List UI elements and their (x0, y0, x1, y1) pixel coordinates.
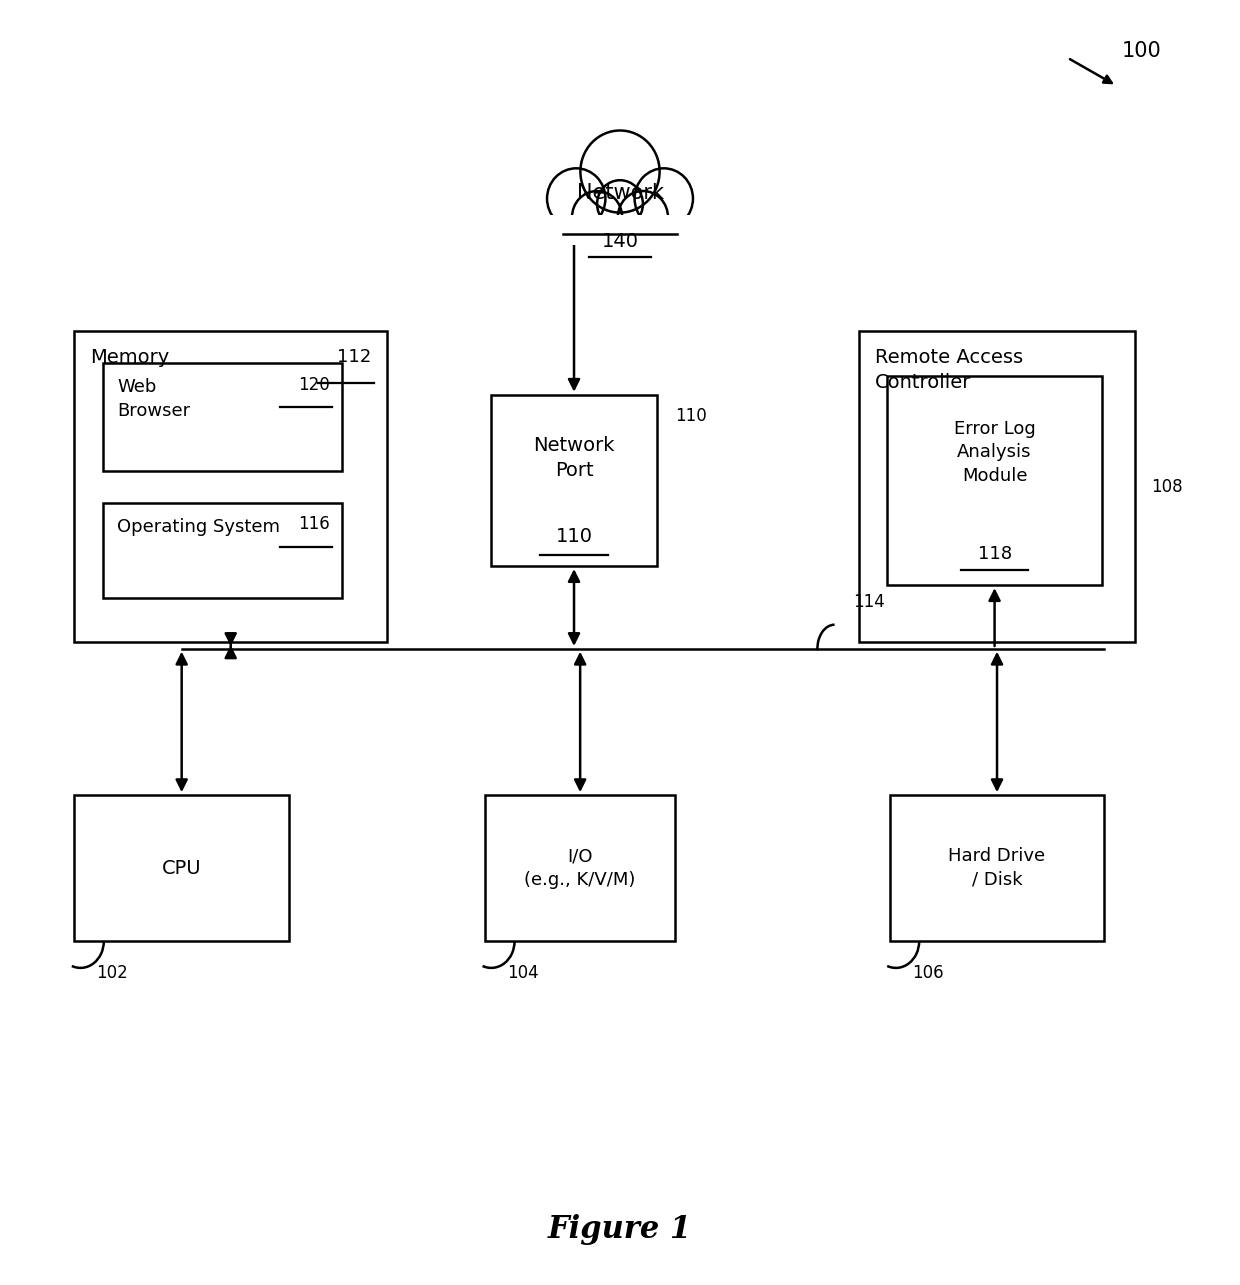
Circle shape (572, 191, 622, 243)
Text: CPU: CPU (162, 858, 201, 878)
Text: 108: 108 (1151, 478, 1183, 496)
Text: 102: 102 (97, 964, 128, 982)
Circle shape (598, 180, 642, 227)
Text: Error Log
Analysis
Module: Error Log Analysis Module (954, 420, 1035, 484)
Circle shape (580, 131, 660, 212)
Bar (74, 795, 289, 941)
Text: 116: 116 (298, 515, 330, 533)
Circle shape (635, 168, 693, 229)
Bar (890, 795, 1105, 941)
Text: Network: Network (577, 184, 663, 203)
Circle shape (618, 191, 668, 243)
Text: 140: 140 (601, 233, 639, 252)
Text: 120: 120 (298, 375, 330, 393)
Bar (103, 502, 342, 598)
Text: Remote Access
Controller: Remote Access Controller (875, 348, 1023, 392)
Bar (544, 215, 696, 245)
Text: Hard Drive
/ Disk: Hard Drive / Disk (949, 847, 1045, 889)
Bar (74, 332, 387, 642)
Text: 112: 112 (337, 348, 371, 366)
Circle shape (547, 168, 605, 229)
Text: Memory: Memory (91, 348, 170, 366)
Text: 114: 114 (853, 592, 884, 610)
Text: 110: 110 (675, 407, 707, 425)
Bar (859, 332, 1135, 642)
Text: Network
Port: Network Port (533, 436, 615, 479)
Text: 104: 104 (507, 964, 539, 982)
Bar (491, 394, 657, 567)
Text: 100: 100 (1121, 41, 1161, 62)
Bar (103, 362, 342, 470)
Text: 110: 110 (556, 528, 593, 546)
Text: 106: 106 (911, 964, 944, 982)
Text: 118: 118 (977, 545, 1012, 563)
Text: I/O
(e.g., K/V/M): I/O (e.g., K/V/M) (525, 847, 636, 889)
Bar (485, 795, 675, 941)
Bar (888, 375, 1102, 585)
Text: Figure 1: Figure 1 (548, 1214, 692, 1245)
Text: Operating System: Operating System (118, 518, 280, 536)
Text: Web
Browser: Web Browser (118, 378, 191, 420)
